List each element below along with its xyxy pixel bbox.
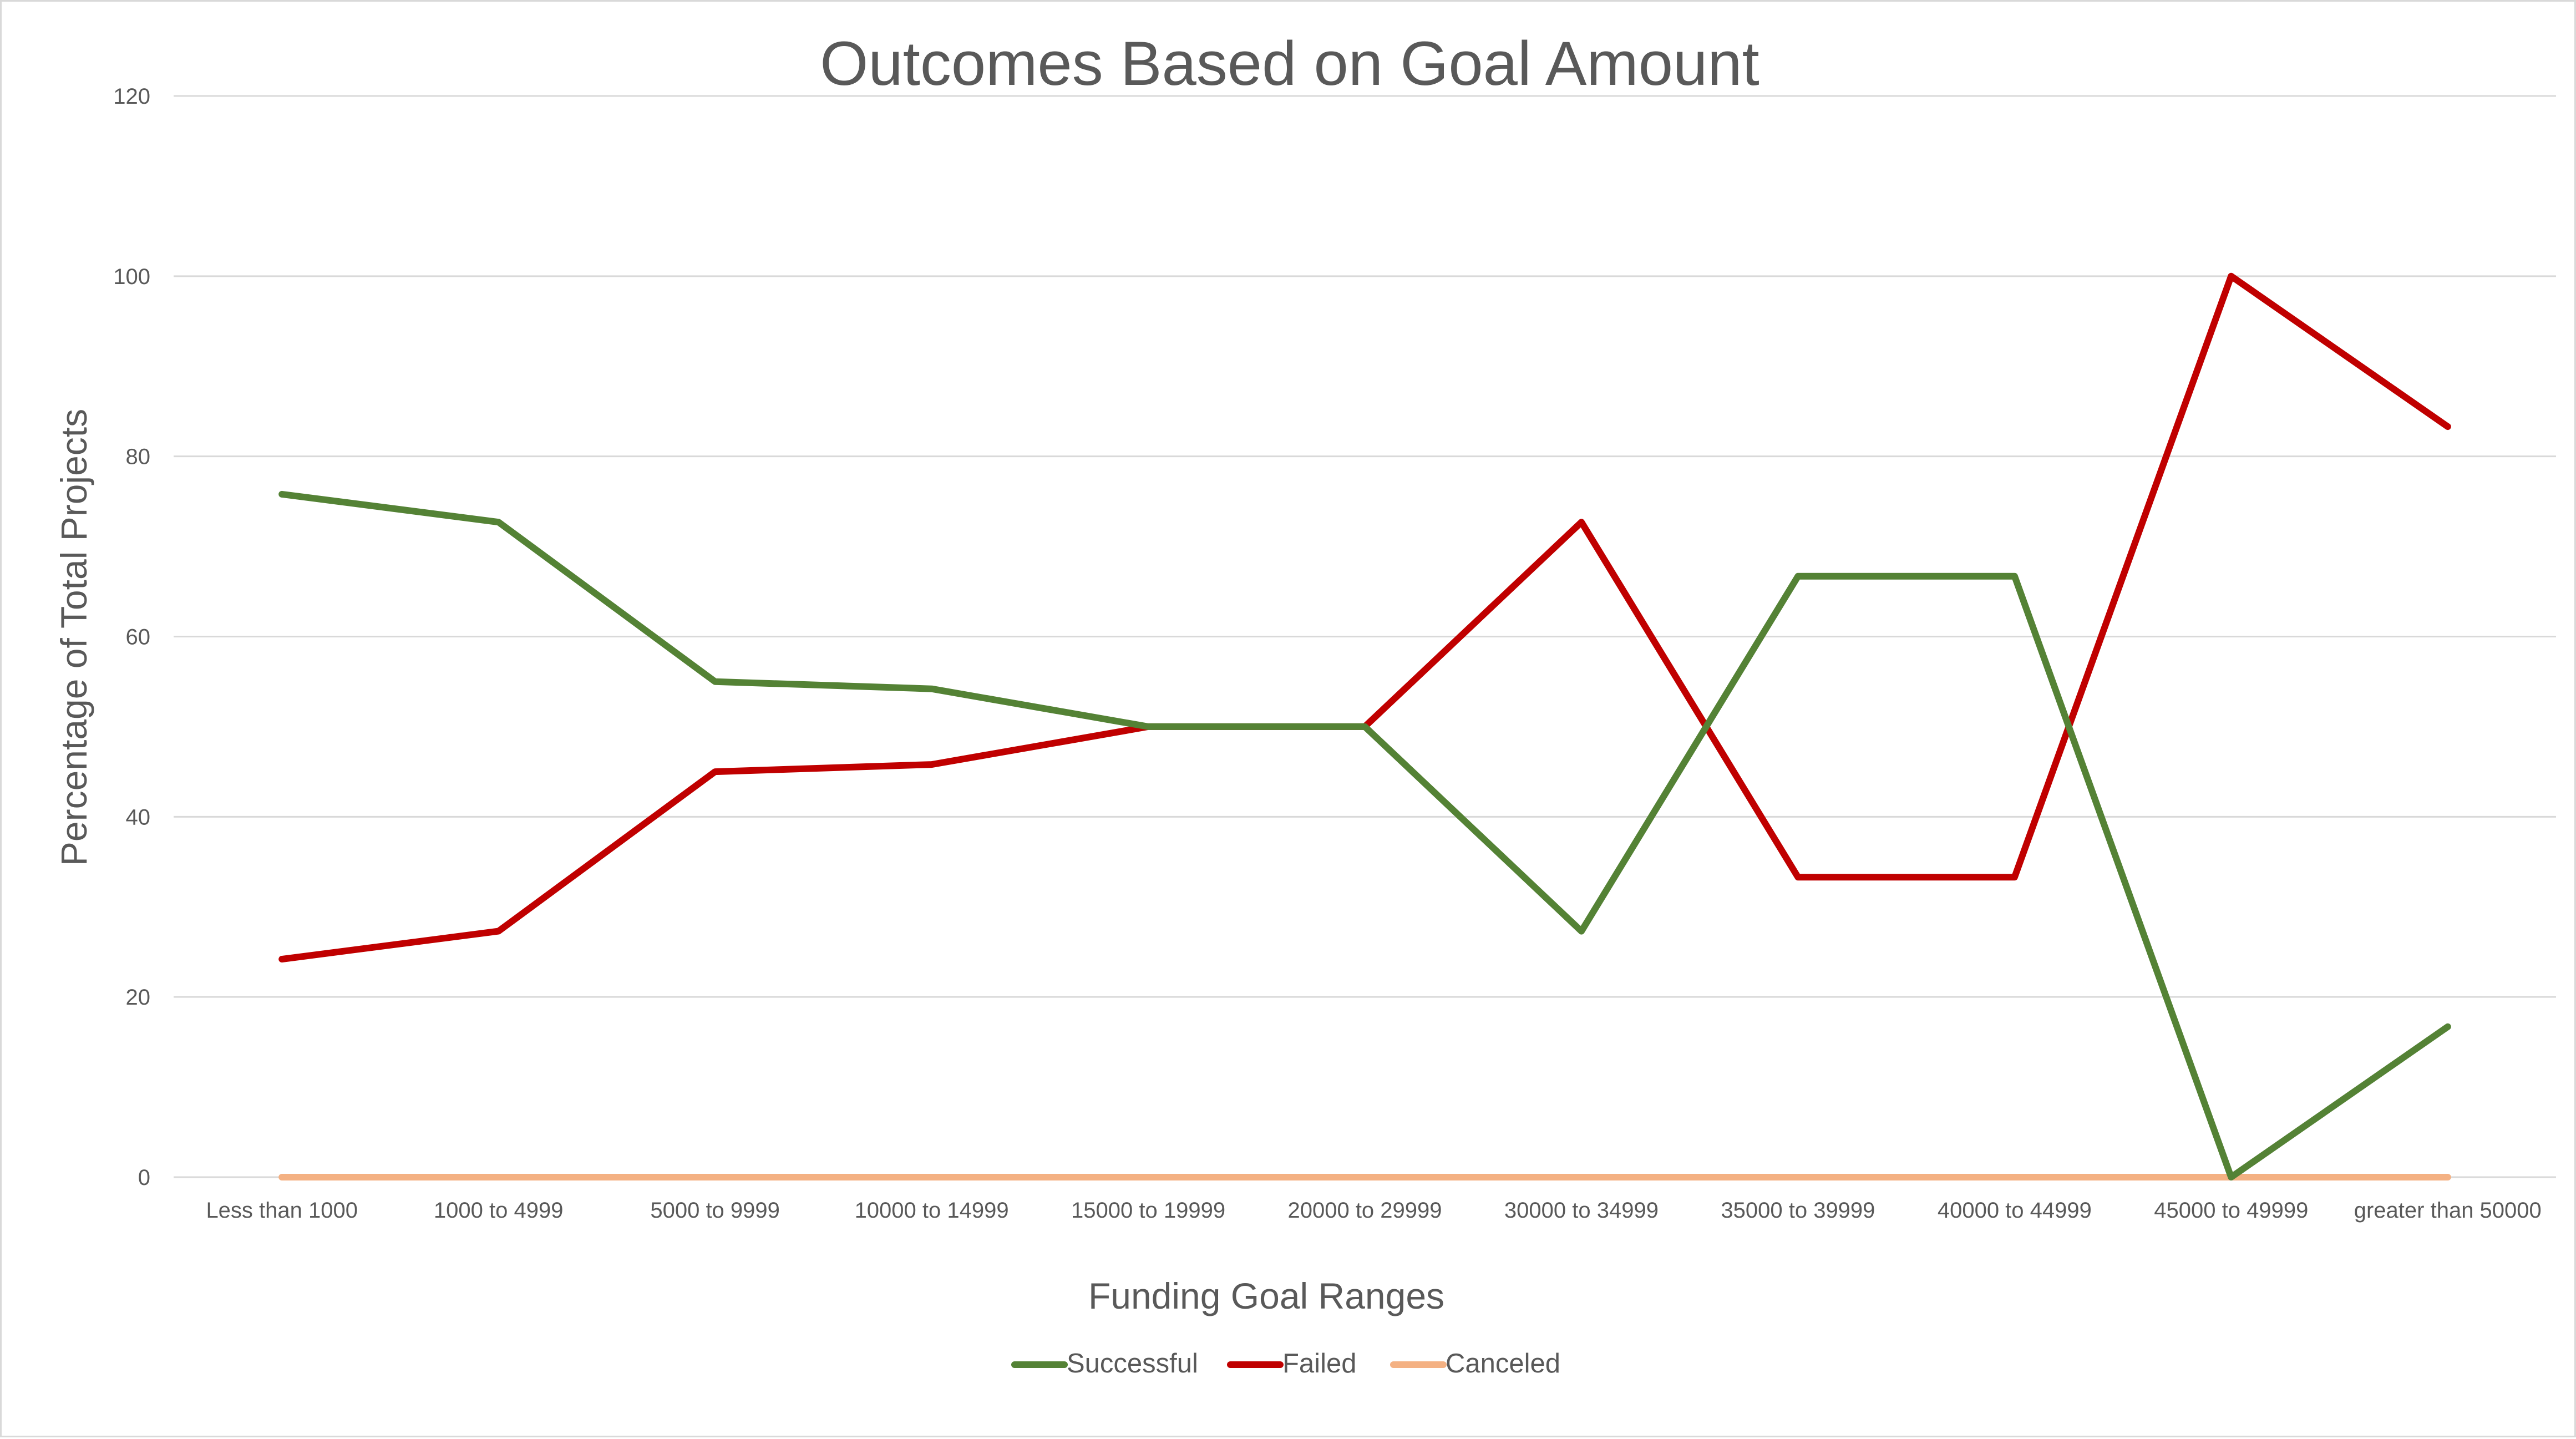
x-tick-label: 45000 to 49999 bbox=[2154, 1198, 2308, 1223]
legend-label: Successful bbox=[1067, 1349, 1198, 1379]
x-tick-label: 15000 to 19999 bbox=[1071, 1198, 1225, 1223]
x-tick-label: 20000 to 29999 bbox=[1287, 1198, 1442, 1223]
series-lines bbox=[278, 272, 2451, 1180]
x-tick-label: greater than 50000 bbox=[2354, 1198, 2542, 1223]
x-tick-label: 1000 to 4999 bbox=[434, 1198, 564, 1223]
x-tick-label: Less than 1000 bbox=[206, 1198, 358, 1223]
y-tick-label: 80 bbox=[126, 445, 151, 469]
y-tick-label: 20 bbox=[126, 985, 151, 1010]
y-tick-label: 40 bbox=[126, 805, 151, 829]
legend-item-successful: Successful bbox=[1011, 1349, 1198, 1379]
x-tick-label: 10000 to 14999 bbox=[855, 1198, 1009, 1223]
y-axis-title: Percentage of Total Projects bbox=[53, 409, 94, 866]
chart-title: Outcomes Based on Goal Amount bbox=[820, 29, 1759, 98]
x-axis-tick-labels: Less than 1000 1000 to 4999 5000 to 9999 10… bbox=[206, 1198, 2541, 1223]
series-line-successful bbox=[278, 490, 2451, 1180]
y-tick-label: 120 bbox=[113, 84, 150, 109]
y-tick-label: 0 bbox=[138, 1166, 150, 1190]
legend: Successful Failed Canceled bbox=[1011, 1349, 1560, 1379]
x-tick-label: 5000 to 9999 bbox=[650, 1198, 780, 1223]
legend-item-failed: Failed bbox=[1227, 1349, 1356, 1379]
gridlines bbox=[174, 95, 2556, 1178]
legend-label: Canceled bbox=[1446, 1349, 1560, 1379]
series-line-failed bbox=[278, 272, 2451, 962]
y-tick-label: 60 bbox=[126, 625, 151, 650]
legend-item-canceled: Canceled bbox=[1390, 1349, 1560, 1379]
x-axis-title: Funding Goal Ranges bbox=[1088, 1275, 1444, 1316]
legend-label: Failed bbox=[1282, 1349, 1356, 1379]
x-tick-label: 30000 to 34999 bbox=[1504, 1198, 1659, 1223]
x-tick-label: 40000 to 44999 bbox=[1938, 1198, 2092, 1223]
y-axis-tick-labels: 0 20 40 60 80 100 120 bbox=[113, 84, 150, 1190]
y-tick-label: 100 bbox=[113, 265, 150, 289]
x-tick-label: 35000 to 39999 bbox=[1721, 1198, 1875, 1223]
